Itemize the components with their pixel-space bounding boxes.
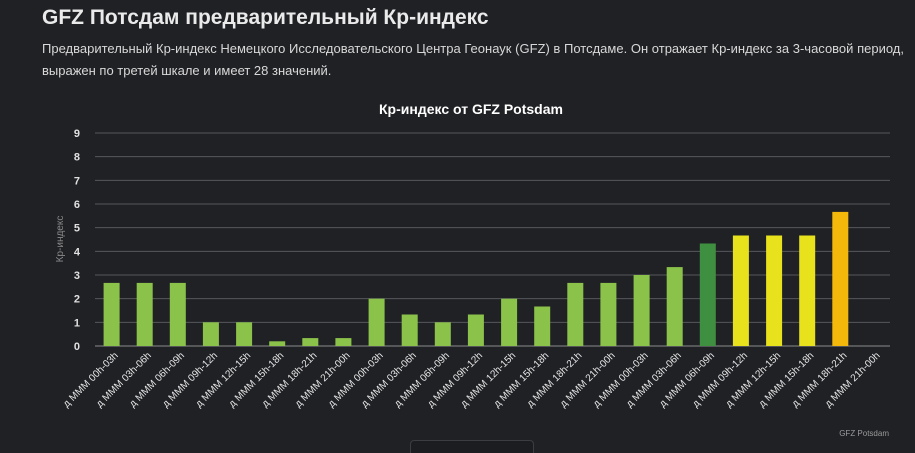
bar[interactable] xyxy=(302,338,319,346)
bar[interactable] xyxy=(434,322,451,346)
y-tick-label: 3 xyxy=(74,270,80,282)
x-tick-label: д МММ 00h-03h xyxy=(61,350,120,409)
bar[interactable] xyxy=(202,322,219,346)
y-tick-label: 6 xyxy=(74,199,80,211)
bar[interactable] xyxy=(401,314,418,347)
y-axis-ticks: 0 1 2 3 4 5 6 7 8 9 xyxy=(74,128,81,353)
grid-layer xyxy=(95,132,890,347)
y-tick-label: 9 xyxy=(74,128,80,140)
bar[interactable] xyxy=(699,243,716,347)
bar[interactable] xyxy=(799,235,816,347)
bar[interactable] xyxy=(633,275,650,346)
bar[interactable] xyxy=(269,341,286,346)
bar[interactable] xyxy=(169,282,186,346)
bar[interactable] xyxy=(567,282,584,346)
bar[interactable] xyxy=(534,306,551,347)
bar[interactable] xyxy=(236,322,253,346)
bar[interactable] xyxy=(600,282,617,346)
bar[interactable] xyxy=(732,235,749,347)
bar[interactable] xyxy=(136,282,153,346)
scrollbar-tab[interactable] xyxy=(410,440,534,453)
bar[interactable] xyxy=(467,314,484,347)
page-title: GFZ Потсдам предварительный Кр-индекс xyxy=(42,6,489,29)
bar[interactable] xyxy=(766,235,783,347)
chart-credit[interactable]: GFZ Potsdam xyxy=(839,429,889,438)
y-tick-label: 8 xyxy=(74,152,80,164)
y-tick-label: 1 xyxy=(74,317,80,329)
chart-title: Кр-индекс от GFZ Potsdam xyxy=(379,101,563,117)
bar[interactable] xyxy=(501,298,518,346)
bar[interactable] xyxy=(832,211,849,346)
y-tick-label: 4 xyxy=(74,246,81,258)
bar-layer xyxy=(103,211,849,347)
y-tick-label: 5 xyxy=(74,223,80,235)
y-tick-label: 2 xyxy=(74,294,80,306)
bar[interactable] xyxy=(368,298,385,346)
y-tick-label: 0 xyxy=(74,341,80,353)
bar[interactable] xyxy=(666,267,683,346)
y-axis-label: Кр-индекс xyxy=(55,216,66,263)
bar[interactable] xyxy=(103,282,120,346)
page-description: Предварительный Кр-индекс Немецкого Иссл… xyxy=(42,41,904,78)
bar[interactable] xyxy=(335,338,352,346)
y-tick-label: 7 xyxy=(74,175,80,187)
